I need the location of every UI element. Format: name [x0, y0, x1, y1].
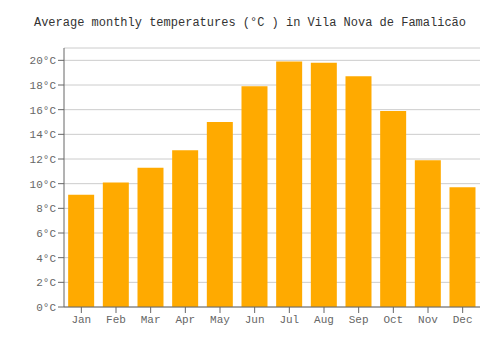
- svg-text:0°C: 0°C: [36, 302, 56, 314]
- svg-text:Nov: Nov: [418, 314, 438, 326]
- svg-text:Apr: Apr: [175, 314, 195, 326]
- svg-text:Jun: Jun: [245, 314, 265, 326]
- html-text:Average monthly temperatures (: Average monthly temperatures (°C ) in Vi…: [34, 16, 466, 30]
- svg-text:12°C: 12°C: [30, 154, 57, 166]
- svg-text:2°C: 2°C: [36, 277, 56, 289]
- svg-text:Dec: Dec: [453, 314, 473, 326]
- svg-text:4°C: 4°C: [36, 253, 56, 265]
- svg-text:Jan: Jan: [71, 314, 91, 326]
- svg-text:Mar: Mar: [141, 314, 161, 326]
- svg-text:Oct: Oct: [383, 314, 403, 326]
- svg-text:Aug: Aug: [314, 314, 334, 326]
- svg-text:14°C: 14°C: [30, 129, 57, 141]
- svg-text:10°C: 10°C: [30, 179, 57, 191]
- svg-text:18°C: 18°C: [30, 80, 57, 92]
- svg-text:20°C: 20°C: [30, 55, 57, 67]
- svg-text:Feb: Feb: [106, 314, 126, 326]
- svg-text:Sep: Sep: [349, 314, 369, 326]
- svg-text:Jul: Jul: [279, 314, 299, 326]
- svg-text:May: May: [210, 314, 230, 326]
- svg-text:16°C: 16°C: [30, 105, 57, 117]
- svg-text:6°C: 6°C: [36, 228, 56, 240]
- svg-text:8°C: 8°C: [36, 203, 56, 215]
